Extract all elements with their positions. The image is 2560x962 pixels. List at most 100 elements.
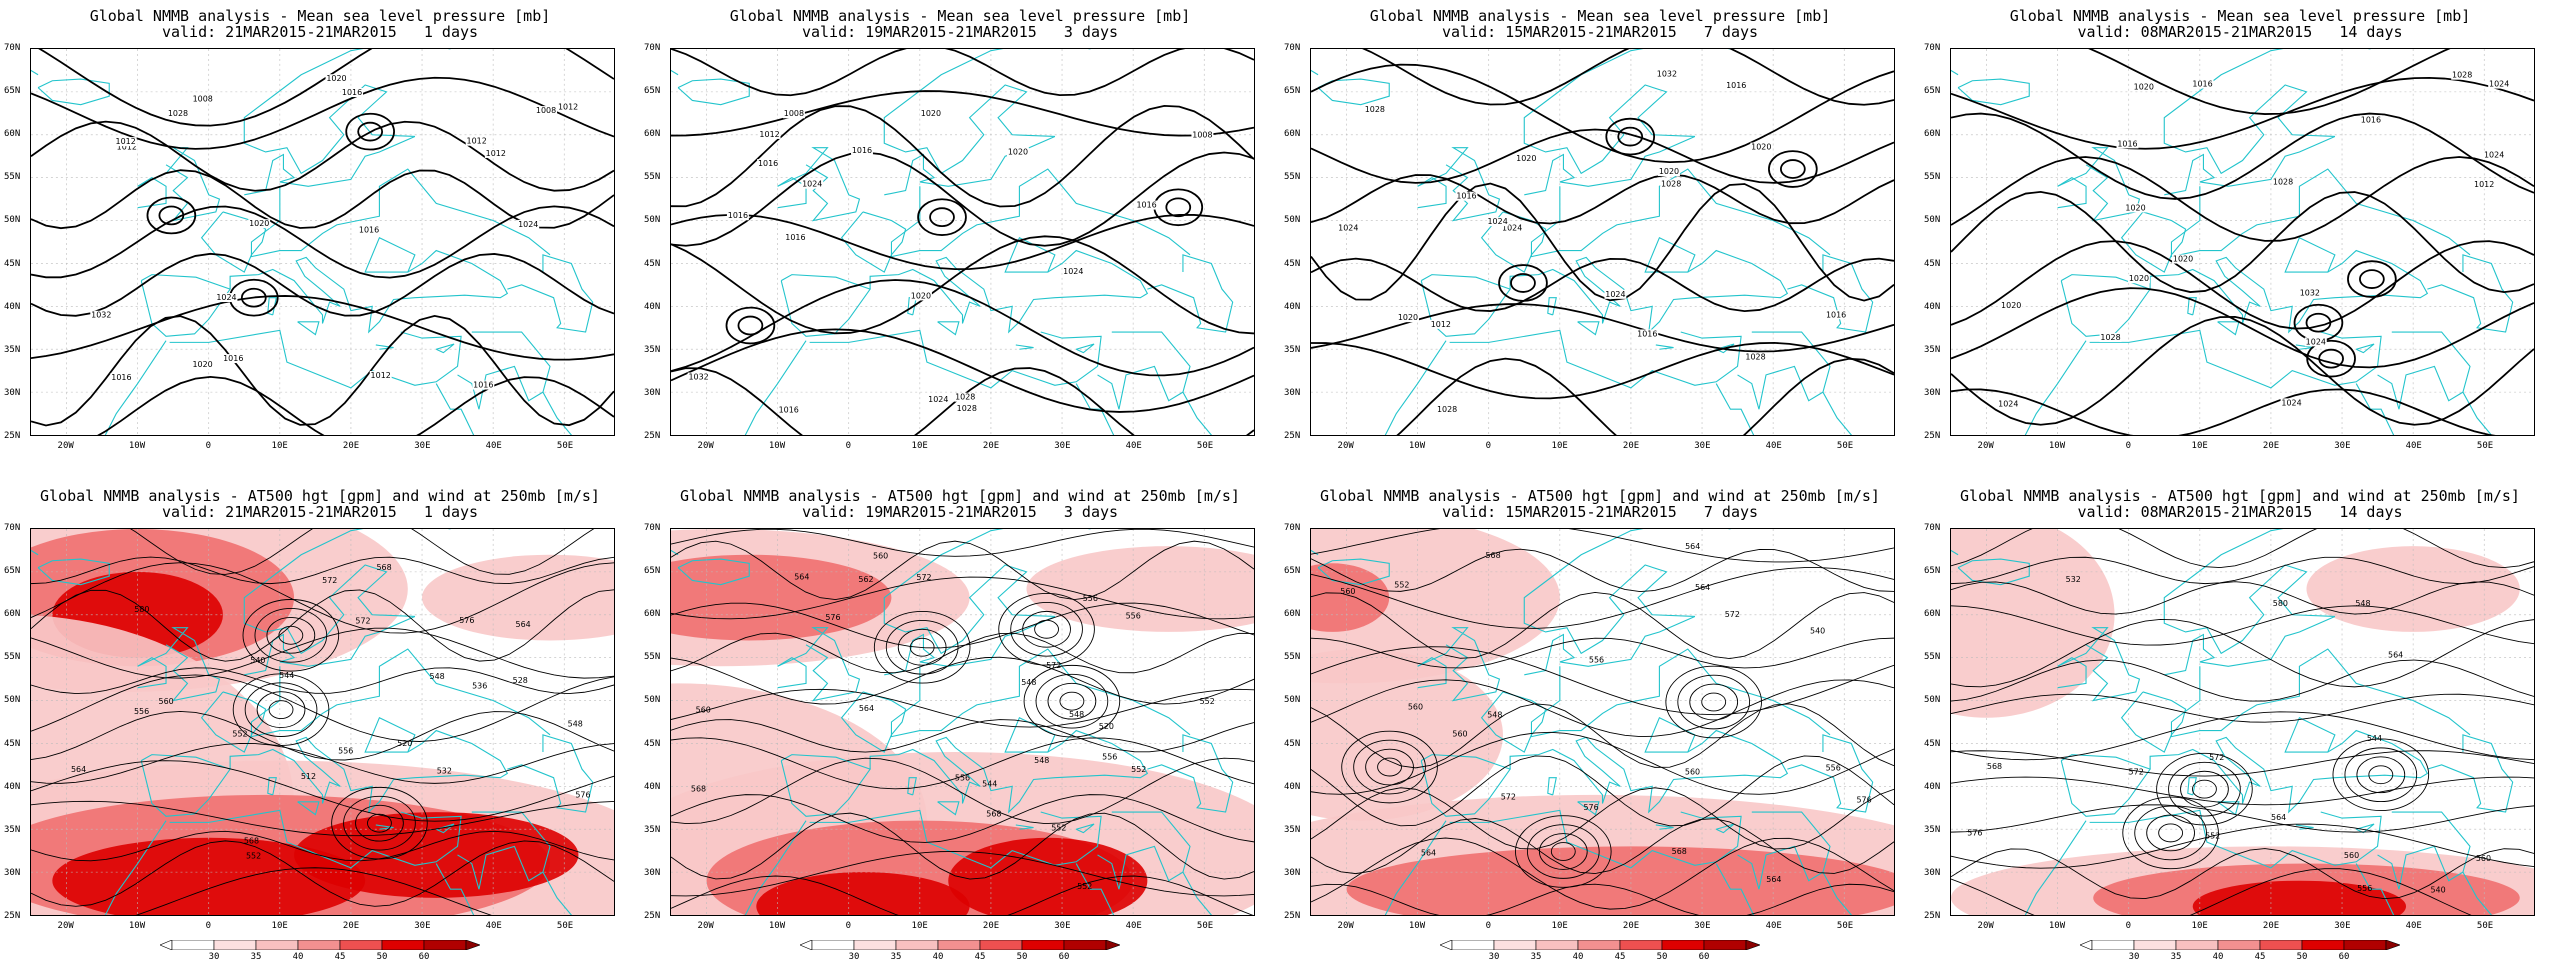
contour-cell <box>2359 269 2385 289</box>
contour-label: 568 <box>1672 847 1687 856</box>
contour-label: 1016 <box>1637 329 1657 338</box>
contour-line <box>1311 787 1894 850</box>
lon-tick-label: 10E <box>2191 441 2208 451</box>
panel-title: Global NMMB analysis - Mean sea level pr… <box>729 7 1191 25</box>
map-area: 1028 1024 1032 1028 1024 1024 1020 1016 1020 1012… <box>670 48 1255 436</box>
lon-tick-label: 20W <box>1977 441 1994 451</box>
contour-label: 1012 <box>371 371 391 380</box>
contour-line <box>671 719 1254 753</box>
contour-cell <box>278 625 304 645</box>
contour-label: 576 <box>575 790 590 799</box>
contour-line <box>671 737 1254 790</box>
coastline <box>1509 729 1789 814</box>
colorbar-tick-label: 30 <box>848 952 860 962</box>
lat-tick-label: 45N <box>4 738 21 749</box>
contour-label: 568 <box>244 837 259 846</box>
coastline <box>777 656 807 689</box>
contour-line <box>1311 257 1894 313</box>
lon-tick-label: 10E <box>2191 921 2208 931</box>
contour-label: 564 <box>516 620 531 629</box>
coastline <box>364 236 416 273</box>
contour-line <box>31 667 614 694</box>
coastline <box>1523 529 1731 676</box>
coastline <box>2057 176 2087 209</box>
contour-cell <box>929 207 955 228</box>
contour-label: 564 <box>2388 651 2403 660</box>
contour-cell <box>2347 260 2397 298</box>
lon-tick-label: 20W <box>697 921 714 931</box>
contour-cell <box>1665 665 1762 739</box>
contour-cell <box>1153 188 1204 227</box>
contour-line <box>671 151 1254 247</box>
coastline <box>869 249 1149 334</box>
contour-cell <box>345 112 395 151</box>
contour-label: 552 <box>1200 697 1215 706</box>
coastline <box>744 340 807 435</box>
contour-line <box>1951 190 2534 294</box>
contour-line <box>1951 316 2534 426</box>
contour-label: 572 <box>916 573 931 582</box>
z500-panel-4: Global NMMB analysis - AT500 hgt [gpm] a… <box>1920 480 2560 962</box>
lat-tick-label: 50N <box>4 215 21 226</box>
contour-line <box>1311 173 1894 225</box>
lon-tick-label: 10W <box>1408 921 1426 931</box>
coastline <box>435 863 475 915</box>
contour-label: 1016 <box>111 373 131 382</box>
colorbar-tick-label: 30 <box>2128 952 2140 962</box>
contour-label: 556 <box>1589 655 1604 664</box>
lon-tick-label: 10W <box>768 921 786 931</box>
contour-label: 1012 <box>2474 180 2494 189</box>
contour-cell <box>2122 796 2219 870</box>
contour-line <box>1311 646 1894 716</box>
contour-label: 1020 <box>326 74 346 83</box>
lat-tick-label: 55N <box>644 172 661 183</box>
coastline <box>297 321 320 336</box>
coastline <box>1577 321 1600 336</box>
lon-tick-label: 20E <box>2262 921 2280 931</box>
coastline <box>1530 168 1831 258</box>
lat-tick-label: 35N <box>1284 344 1301 355</box>
contour-label: 1024 <box>2489 80 2509 89</box>
contour-line <box>1951 287 2534 369</box>
coastline <box>2089 329 2382 389</box>
lon-tick-label: 10E <box>1551 921 1568 931</box>
lon-tick-label: 30E <box>1694 441 1711 451</box>
contour-cell <box>256 691 306 728</box>
contour-line <box>31 76 614 150</box>
coastline <box>1577 801 1600 816</box>
coastline <box>2284 236 2336 273</box>
coastline <box>137 176 167 209</box>
colorbar-tick-label: 60 <box>1058 952 1070 962</box>
contour-label: 1012 <box>558 103 578 112</box>
lon-tick-label: 20W <box>57 441 74 451</box>
contour-cell <box>242 599 340 672</box>
lat-tick-label: 55N <box>4 172 21 183</box>
contour-label: 1028 <box>1365 105 1385 114</box>
panel-title: Global NMMB analysis - AT500 hgt [gpm] a… <box>1320 487 1880 505</box>
lon-tick-label: 10E <box>911 921 928 931</box>
contour-label: 1024 <box>2281 398 2301 407</box>
coastline <box>104 820 167 915</box>
panel-valid-period: valid: 21MAR2015-21MAR2015 1 days <box>161 503 479 521</box>
contour-label: 1024 <box>2306 337 2326 346</box>
colorbar-tick-label: 35 <box>250 952 262 962</box>
coastline <box>1644 236 1696 273</box>
contour-label: 556 <box>1126 612 1141 621</box>
contour-cell <box>1022 610 1071 648</box>
lat-tick-label: 35N <box>1924 824 1941 835</box>
lon-tick-label: 20W <box>1977 921 1994 931</box>
lat-tick-label: 25N <box>1284 911 1301 921</box>
panel-valid-period: valid: 15MAR2015-21MAR2015 7 days <box>1441 23 1759 41</box>
contour-line <box>31 711 614 761</box>
wind-shading <box>2192 880 2406 915</box>
lat-tick-label: 70N <box>1284 43 1301 53</box>
contour-cell <box>1165 197 1192 218</box>
contour-line <box>1311 567 1894 629</box>
coastline <box>250 168 551 258</box>
contour-line <box>1951 848 2534 900</box>
contour-label: 1024 <box>1338 223 1358 232</box>
coastline <box>2355 823 2375 834</box>
contour-label: 572 <box>322 576 337 585</box>
lat-tick-label: 25N <box>4 431 21 441</box>
map-area: 540 548 552 560 564 568 564 560 556 560 564 572 576 5… <box>1310 528 1895 916</box>
